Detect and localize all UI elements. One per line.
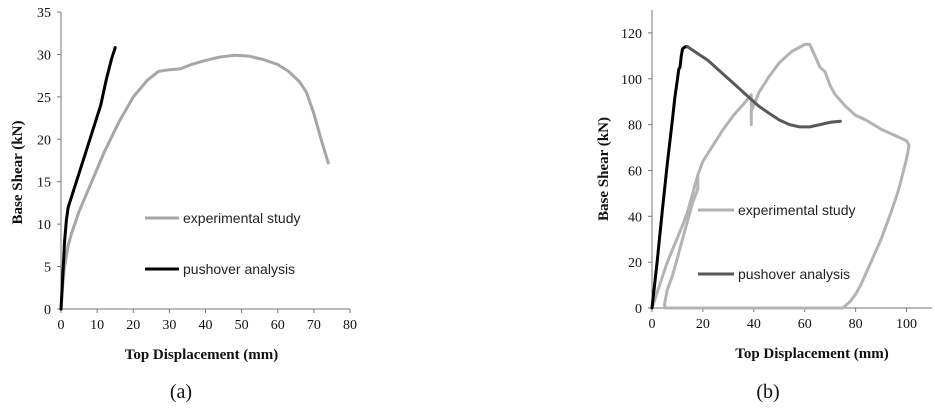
y-axis-title: Base Shear (kN) xyxy=(596,117,612,221)
x-tick-label: 20 xyxy=(126,318,140,333)
y-axis-title: Base Shear (kN) xyxy=(10,121,26,225)
y-tick-label: 40 xyxy=(628,210,642,225)
series-line-pushover-analysis xyxy=(59,46,117,311)
x-tick-label: 30 xyxy=(162,318,176,333)
caption-a: (a) xyxy=(170,381,192,403)
series-line-experimental-study xyxy=(59,53,330,311)
x-tick-label: 40 xyxy=(199,318,213,333)
y-tick-label: 20 xyxy=(628,256,642,271)
legend-label: experimental study xyxy=(738,202,856,218)
x-tick-label: 70 xyxy=(307,318,321,333)
y-tick-label: 20 xyxy=(37,133,51,148)
y-tick-label: 120 xyxy=(621,27,642,42)
x-tick-label: 60 xyxy=(798,317,812,332)
y-tick-label: 60 xyxy=(628,164,642,179)
y-tick-label: 35 xyxy=(37,6,51,21)
y-tick-label: 10 xyxy=(37,218,51,233)
y-tick-label: 25 xyxy=(37,91,51,106)
x-tick-label: 50 xyxy=(235,318,249,333)
x-tick-label: 0 xyxy=(649,317,656,332)
legend-label: experimental study xyxy=(183,210,301,226)
x-tick-label: 60 xyxy=(271,318,285,333)
y-tick-label: 0 xyxy=(635,302,642,317)
series-line-pushover-analysis xyxy=(650,45,690,310)
series-line-experimental-study xyxy=(650,42,911,310)
x-tick-label: 20 xyxy=(696,317,710,332)
y-tick-label: 15 xyxy=(37,176,51,191)
x-axis-title: Top Displacement (mm) xyxy=(125,347,279,363)
legend-label: pushover analysis xyxy=(183,261,295,277)
y-tick-label: 0 xyxy=(44,303,51,318)
x-tick-label: 80 xyxy=(849,317,863,332)
y-tick-label: 80 xyxy=(628,119,642,134)
x-tick-label: 10 xyxy=(90,318,104,333)
legend-label: pushover analysis xyxy=(738,266,850,282)
chart-panel-b: 0 20 40 60 80 100 0 20 40 60 80 100 120 Top Displacem… xyxy=(596,10,932,362)
caption-b: (b) xyxy=(756,381,779,403)
chart-panel-a: 0 10 20 30 40 50 60 70 80 0 5 10 15 20 25 30 35 Top Displ… xyxy=(10,6,357,363)
y-tick-label: 100 xyxy=(621,73,642,88)
y-tick-label: 30 xyxy=(37,48,51,63)
x-axis-title: Top Displacement (mm) xyxy=(735,346,889,362)
series-line-pushover-analysis-2 xyxy=(686,45,842,129)
x-tick-label: 40 xyxy=(747,317,761,332)
x-tick-label: 100 xyxy=(896,317,917,332)
x-tick-label: 0 xyxy=(58,318,65,333)
y-tick-label: 5 xyxy=(44,261,51,276)
x-tick-label: 80 xyxy=(343,318,357,333)
